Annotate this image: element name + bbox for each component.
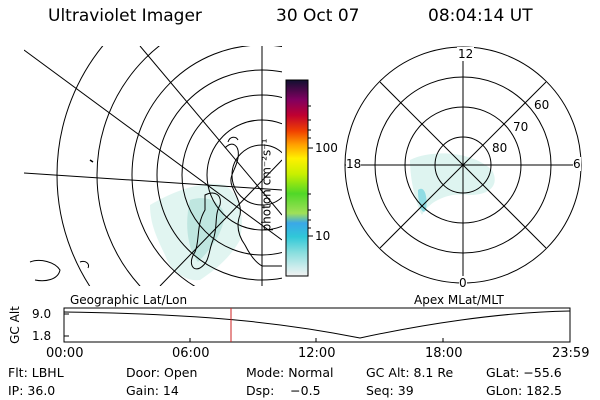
meridian [24,172,282,191]
mlt-12-label: 12 [457,47,475,61]
apex-caption: Apex MLat/MLT [414,293,504,307]
coastline [89,159,94,163]
ip-info: IP: 36.0 [8,383,56,398]
meridian [139,46,282,216]
colorbar-tick-10: 10 [315,229,331,243]
lat-80-label: 80 [492,141,508,155]
mlt-0-label: 0 [459,276,467,290]
altitude-curve [63,310,571,339]
colorbar-unit-label: photon cm⁻²s⁻¹ [259,138,274,232]
dsp-info: Dsp: −0.5 [246,383,321,398]
lat-70-label: 70 [513,120,529,134]
colorbar-tick-100: 100 [315,141,338,155]
gc-alt-axis-label: GC Alt [7,306,22,344]
coastline [29,259,61,282]
glon-info: GLon: 182.5 [486,383,562,398]
alt-tick-1-8: 1.8 [32,329,52,343]
glat-info: GLat: −55.6 [486,365,562,380]
coastline [227,136,239,143]
mlt-6-label: 6 [573,157,581,171]
mlt-18-label: 18 [346,157,362,171]
lat-circle [96,46,160,286]
filter-info: Flt: LBHL [8,365,64,380]
coastline [224,143,282,267]
colorbar [285,79,309,277]
seq-info: Seq: 39 [366,383,414,398]
geographic-map [24,46,282,286]
time-label: 08:04:14 UT [428,6,533,26]
date-label: 30 Oct 07 [276,6,360,26]
time-tick-0600: 06:00 [172,346,210,361]
time-tick-1200: 12:00 [298,346,336,361]
gc-alt-info: GC Alt: 8.1 Re [366,365,454,380]
polar-plot [344,46,582,284]
door-info: Door: Open [126,365,198,380]
alt-tick-9: 9.0 [32,307,52,321]
lat-circle [131,46,282,286]
mode-info: Mode: Normal [246,365,334,380]
altitude-strip [63,307,571,343]
time-tick-0000: 00:00 [46,346,84,361]
lat-60-label: 60 [534,98,550,112]
time-tick-2359: 23:59 [552,346,590,361]
coastline [190,192,221,270]
meridian [24,49,282,241]
coastline [79,261,89,269]
gain-info: Gain: 14 [126,383,179,398]
aurora-polar [410,153,495,215]
instrument-title: Ultraviolet Imager [48,6,202,26]
geographic-caption: Geographic Lat/Lon [70,293,188,307]
time-tick-1800: 18:00 [425,346,463,361]
